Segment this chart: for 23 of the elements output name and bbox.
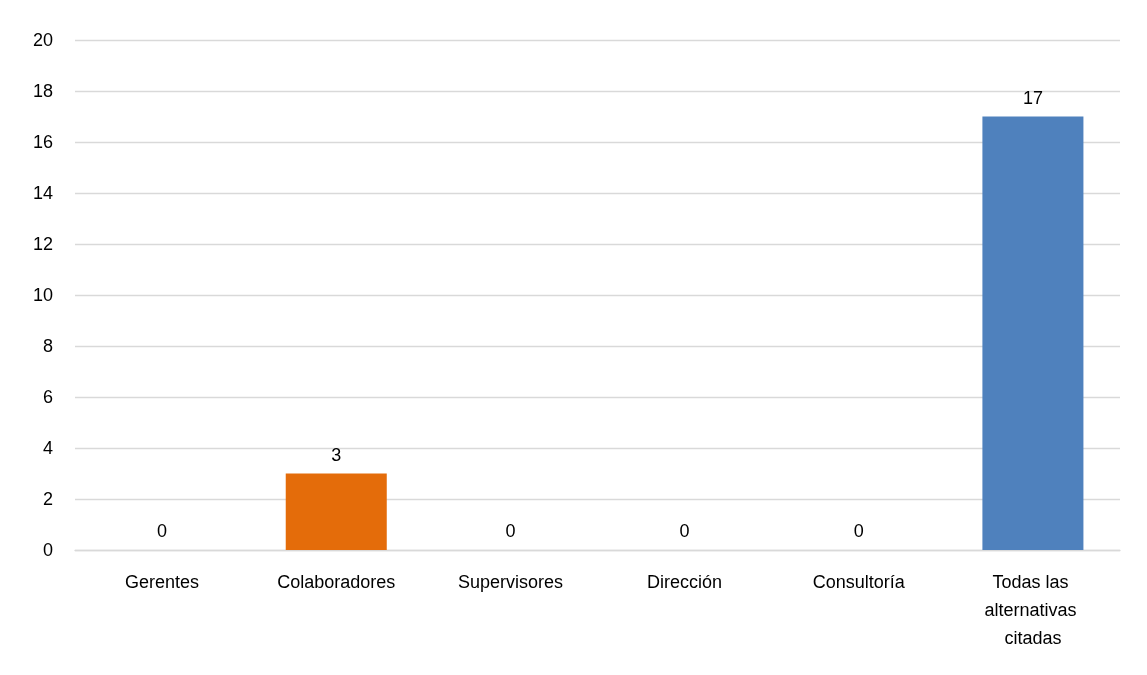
x-tick-label: Todas las alternativas citadas xyxy=(984,572,1082,648)
data-label: 0 xyxy=(853,521,864,541)
data-label: 3 xyxy=(331,444,342,465)
y-tick-label: 6 xyxy=(42,387,53,407)
y-tick-label: 18 xyxy=(32,81,53,101)
y-tick-label: 12 xyxy=(32,234,53,254)
y-tick-label: 8 xyxy=(42,336,53,356)
x-tick-label: Colaboradores xyxy=(277,572,396,592)
data-label: 0 xyxy=(505,521,516,541)
y-tick-label: 0 xyxy=(42,540,53,560)
y-tick-label: 4 xyxy=(42,438,53,458)
data-label: 17 xyxy=(1022,87,1043,108)
x-tick-label: Gerentes xyxy=(125,572,200,592)
data-label: 0 xyxy=(679,521,690,541)
y-tick-label: 16 xyxy=(32,132,53,152)
y-tick-label: 20 xyxy=(32,30,53,50)
y-tick-label: 10 xyxy=(32,285,53,305)
y-tick-label: 2 xyxy=(42,489,53,509)
x-tick-label: Consultoría xyxy=(812,572,906,592)
x-tick-label: Dirección xyxy=(647,572,723,592)
x-tick-label: Supervisores xyxy=(457,572,563,592)
y-tick-label: 14 xyxy=(32,183,53,203)
data-label: 0 xyxy=(157,521,168,541)
